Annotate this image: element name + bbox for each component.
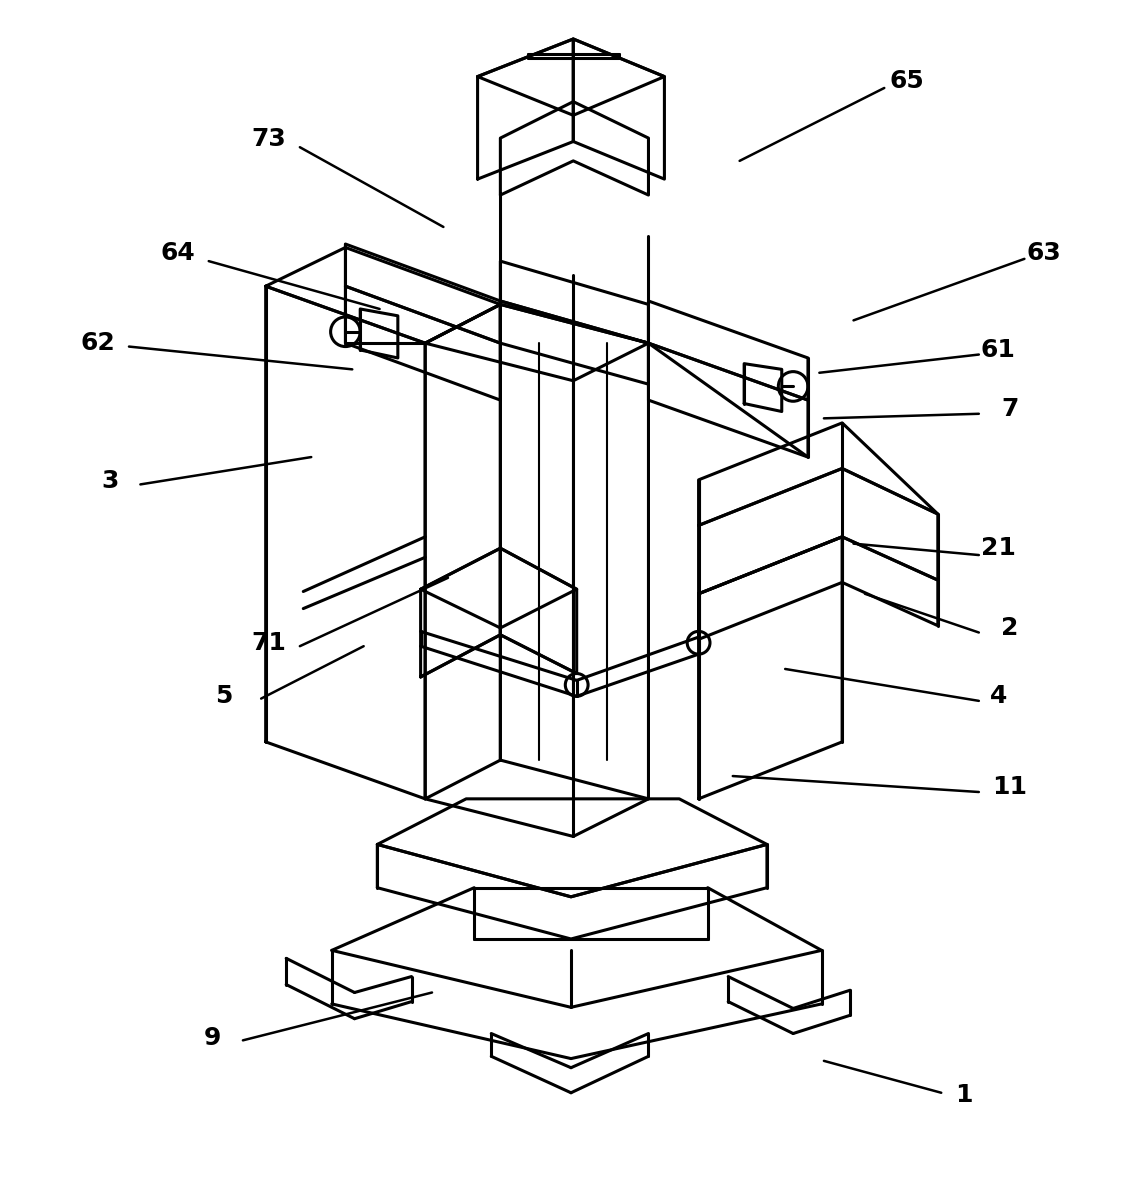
Text: 3: 3 <box>100 468 119 493</box>
Text: 21: 21 <box>981 536 1015 561</box>
Text: 7: 7 <box>1000 397 1019 421</box>
Text: 62: 62 <box>81 331 115 355</box>
Text: 4: 4 <box>989 684 1007 709</box>
Text: 71: 71 <box>251 631 287 654</box>
Text: 2: 2 <box>1000 616 1019 640</box>
Text: 65: 65 <box>890 69 924 93</box>
Text: 61: 61 <box>981 338 1015 362</box>
Text: 9: 9 <box>203 1026 220 1051</box>
Text: 11: 11 <box>992 775 1027 800</box>
Text: 63: 63 <box>1027 241 1061 265</box>
Text: 5: 5 <box>215 684 232 709</box>
Text: 1: 1 <box>955 1082 973 1107</box>
Text: 73: 73 <box>251 128 287 151</box>
Text: 64: 64 <box>161 241 195 265</box>
